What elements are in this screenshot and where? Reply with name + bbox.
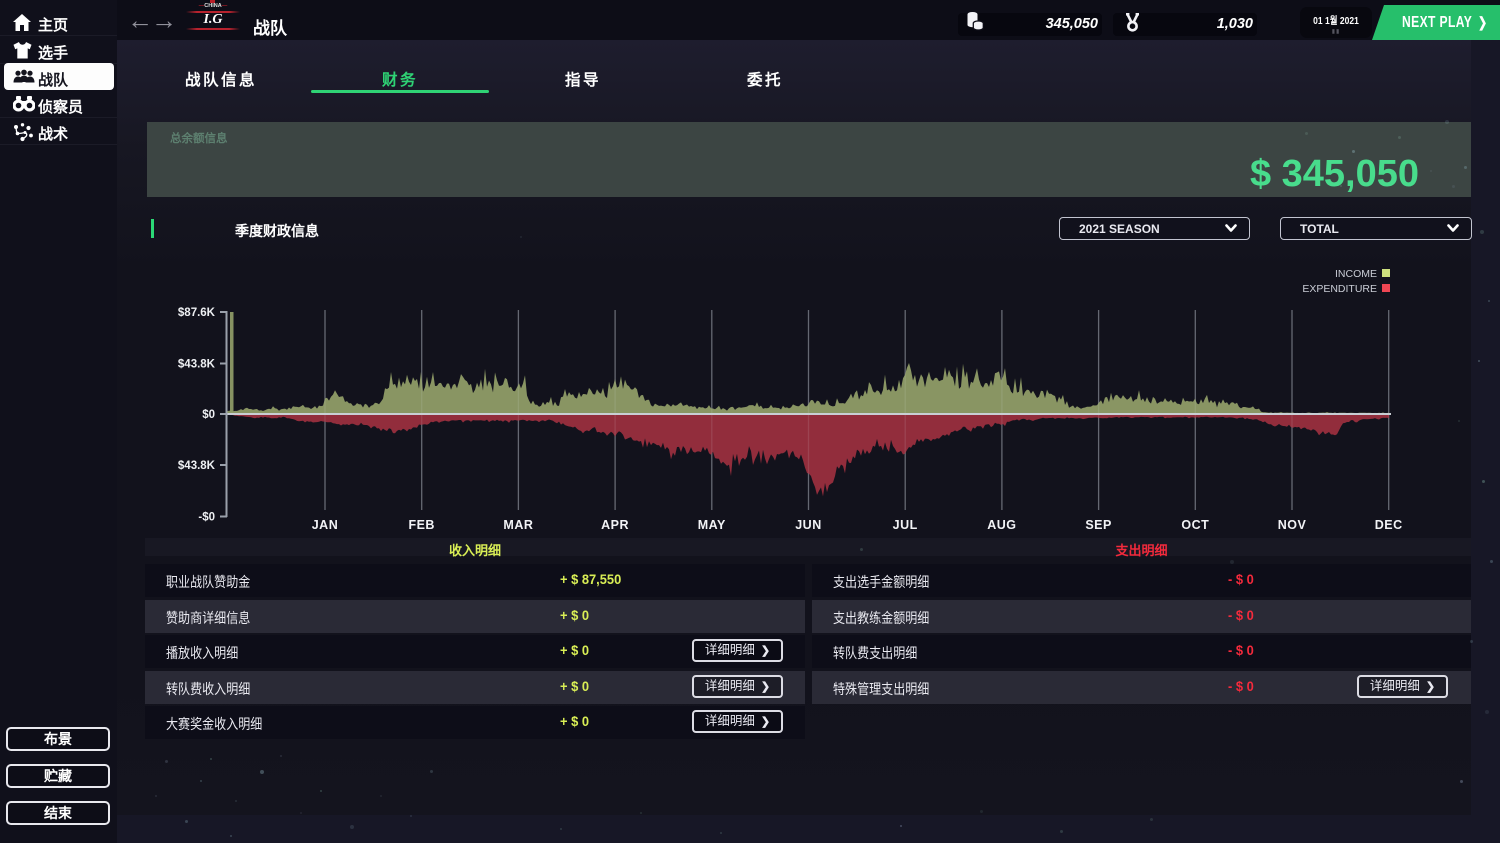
svg-text:MAY: MAY [698, 518, 726, 532]
svg-text:JUN: JUN [795, 518, 822, 532]
svg-text:DEC: DEC [1375, 518, 1403, 532]
svg-text:OCT: OCT [1181, 518, 1209, 532]
svg-text:$43.8K: $43.8K [178, 359, 216, 371]
svg-text:NOV: NOV [1278, 518, 1307, 532]
svg-text:-$0: -$0 [198, 512, 215, 524]
svg-text:$87.6K: $87.6K [178, 307, 216, 319]
svg-text:$0: $0 [202, 409, 215, 421]
svg-text:INCOME: INCOME [1335, 268, 1377, 280]
svg-text:SEP: SEP [1085, 518, 1112, 532]
svg-text:JAN: JAN [312, 518, 339, 532]
svg-text:JUL: JUL [893, 518, 918, 532]
svg-text:FEB: FEB [408, 518, 435, 532]
svg-text:AUG: AUG [987, 518, 1016, 532]
svg-text:$43.8K: $43.8K [178, 460, 216, 472]
svg-text:MAR: MAR [503, 518, 533, 532]
svg-text:APR: APR [601, 518, 629, 532]
svg-text:EXPENDITURE: EXPENDITURE [1302, 283, 1377, 295]
